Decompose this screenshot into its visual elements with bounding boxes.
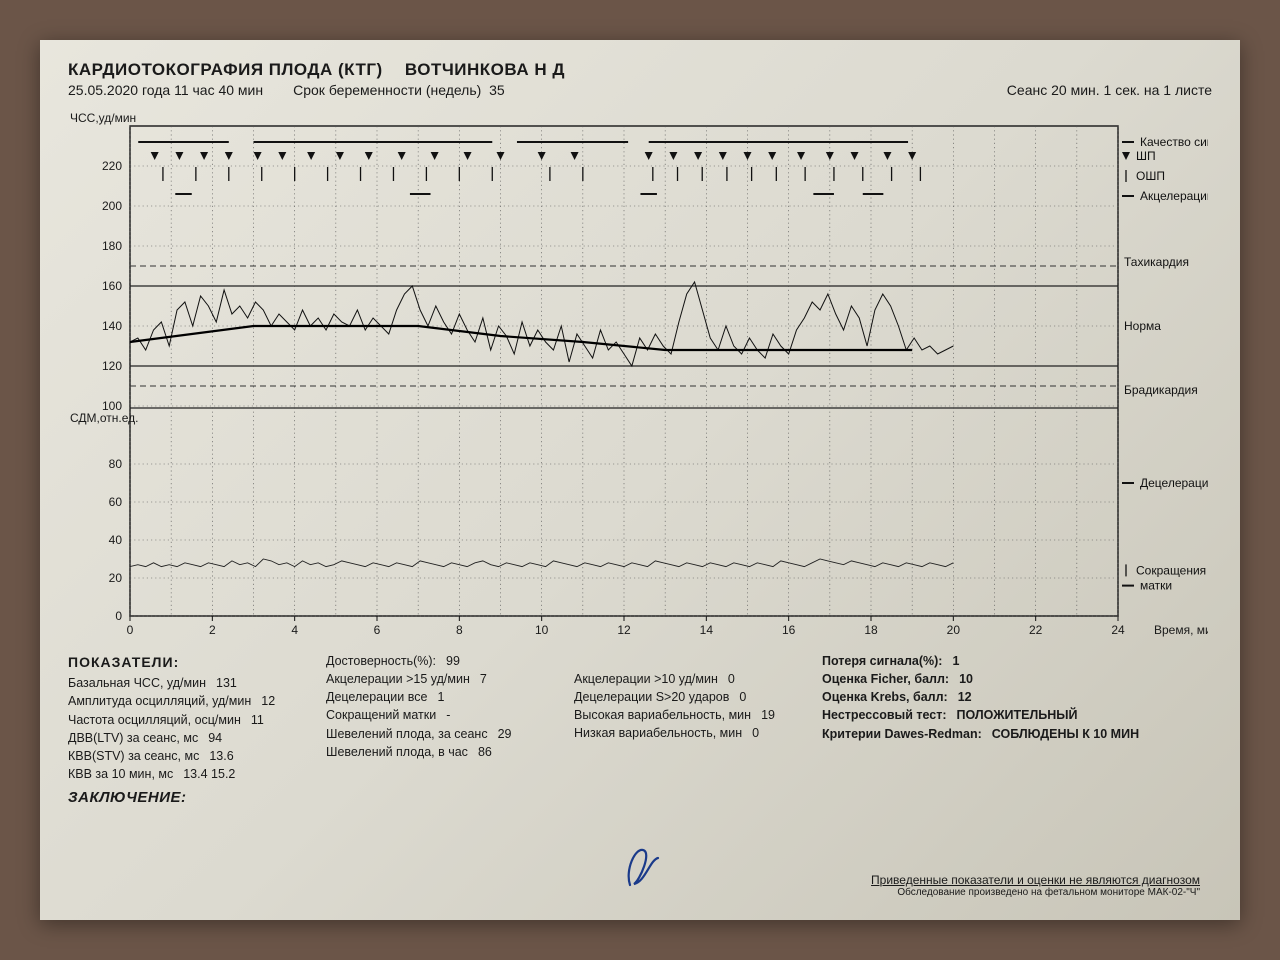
params-heading: ПОКАЗАТЕЛИ: bbox=[68, 652, 298, 672]
svg-text:ЧСС,уд/мин: ЧСС,уд/мин bbox=[70, 111, 136, 125]
svg-text:22: 22 bbox=[1029, 623, 1043, 637]
param-row: Оценка Ficher, балл:10 bbox=[822, 670, 1139, 688]
svg-text:Тахикардия: Тахикардия bbox=[1124, 255, 1189, 269]
svg-text:160: 160 bbox=[102, 279, 122, 293]
param-row: Сокращений матки- bbox=[326, 706, 546, 724]
svg-text:Сокращения: Сокращения bbox=[1136, 563, 1206, 577]
param-row: Высокая вариабельность, мин19 bbox=[574, 706, 794, 724]
report-title: КАРДИОТОКОГРАФИЯ ПЛОДА (КТГ) bbox=[68, 60, 383, 79]
svg-text:Брадикардия: Брадикардия bbox=[1124, 383, 1198, 397]
param-row: Достоверность(%):99 bbox=[326, 652, 546, 670]
param-row: Потеря сигнала(%):1 bbox=[822, 652, 1139, 670]
param-row: Амплитуда осцилляций, уд/мин12 bbox=[68, 692, 298, 710]
parameters-block: ПОКАЗАТЕЛИ: Базальная ЧСС, уд/мин131Ампли… bbox=[68, 652, 1212, 783]
svg-text:14: 14 bbox=[700, 623, 714, 637]
svg-text:18: 18 bbox=[864, 623, 878, 637]
svg-text:20: 20 bbox=[947, 623, 961, 637]
footer: Приведенные показатели и оценки не являю… bbox=[871, 873, 1200, 898]
header: КАРДИОТОКОГРАФИЯ ПЛОДА (КТГ) ВОТЧИНКОВА … bbox=[68, 60, 1212, 98]
svg-text:0: 0 bbox=[127, 623, 134, 637]
param-row: Нестрессовый тест:ПОЛОЖИТЕЛЬНЫЙ bbox=[822, 706, 1139, 724]
svg-text:12: 12 bbox=[617, 623, 631, 637]
datetime: 25.05.2020 года 11 час 40 мин bbox=[68, 82, 263, 98]
svg-text:Акцелерации: Акцелерации bbox=[1140, 189, 1208, 203]
svg-text:200: 200 bbox=[102, 199, 122, 213]
param-row: Частота осцилляций, осц/мин11 bbox=[68, 711, 298, 729]
param-row: Децелерации все1 bbox=[326, 688, 546, 706]
svg-text:180: 180 bbox=[102, 239, 122, 253]
svg-text:0: 0 bbox=[115, 609, 122, 623]
gest-weeks: 35 bbox=[489, 82, 505, 98]
patient-name: ВОТЧИНКОВА Н Д bbox=[405, 60, 565, 79]
ctg-chart: 024681012141618202224Время, мин100120140… bbox=[68, 106, 1212, 646]
svg-text:Норма: Норма bbox=[1124, 319, 1161, 333]
param-row: Акцелерации >10 уд/мин0 bbox=[574, 670, 794, 688]
param-row: КВВ за 10 мин, мс13.4 15.2 bbox=[68, 765, 298, 783]
param-row: КВВ(STV) за сеанс, мс13.6 bbox=[68, 747, 298, 765]
session-info: Сеанс 20 мин. 1 сек. на 1 листе bbox=[1007, 82, 1212, 98]
svg-text:Качество сигн.: Качество сигн. bbox=[1140, 135, 1208, 149]
gest-label: Срок беременности (недель) bbox=[293, 82, 481, 98]
disclaimer: Приведенные показатели и оценки не являю… bbox=[871, 873, 1200, 887]
signature bbox=[610, 840, 670, 890]
svg-text:60: 60 bbox=[109, 495, 123, 509]
svg-text:24: 24 bbox=[1111, 623, 1125, 637]
svg-text:4: 4 bbox=[291, 623, 298, 637]
param-row: Критерии Dawes-Redman:СОБЛЮДЕНЫ К 10 МИН bbox=[822, 725, 1139, 743]
device-info: Обследование произведено на фетальном мо… bbox=[871, 887, 1200, 898]
svg-text:Время, мин: Время, мин bbox=[1154, 623, 1208, 637]
svg-text:Децелерации: Децелерации bbox=[1140, 476, 1208, 490]
param-row: ДВВ(LTV) за сеанс, мс94 bbox=[68, 729, 298, 747]
svg-text:8: 8 bbox=[456, 623, 463, 637]
svg-text:2: 2 bbox=[209, 623, 216, 637]
svg-text:ШП: ШП bbox=[1136, 149, 1156, 163]
svg-text:6: 6 bbox=[374, 623, 381, 637]
param-row: Акцелерации >15 уд/мин7 bbox=[326, 670, 546, 688]
ctg-report-page: КАРДИОТОКОГРАФИЯ ПЛОДА (КТГ) ВОТЧИНКОВА … bbox=[40, 40, 1240, 920]
svg-text:120: 120 bbox=[102, 359, 122, 373]
svg-text:СДМ,отн.ед.: СДМ,отн.ед. bbox=[70, 411, 138, 425]
conclusion-label: ЗАКЛЮЧЕНИЕ: bbox=[68, 789, 1212, 806]
param-row: Децелерации S>20 ударов0 bbox=[574, 688, 794, 706]
param-row: Низкая вариабельность, мин0 bbox=[574, 724, 794, 742]
param-row: Базальная ЧСС, уд/мин131 bbox=[68, 674, 298, 692]
svg-text:140: 140 bbox=[102, 319, 122, 333]
svg-text:40: 40 bbox=[109, 533, 123, 547]
svg-text:16: 16 bbox=[782, 623, 796, 637]
param-row: Шевелений плода, в час86 bbox=[326, 743, 546, 761]
param-row: Шевелений плода, за сеанс29 bbox=[326, 725, 546, 743]
svg-text:220: 220 bbox=[102, 159, 122, 173]
svg-text:20: 20 bbox=[109, 571, 123, 585]
svg-text:матки: матки bbox=[1140, 579, 1172, 593]
svg-text:ОШП: ОШП bbox=[1136, 169, 1165, 183]
svg-text:80: 80 bbox=[109, 457, 123, 471]
svg-text:10: 10 bbox=[535, 623, 549, 637]
param-row: Оценка Krebs, балл:12 bbox=[822, 688, 1139, 706]
